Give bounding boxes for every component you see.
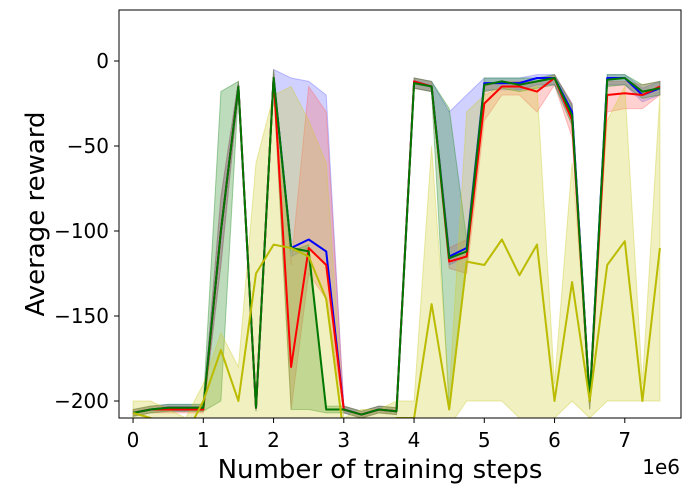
series-4-band [132,84,661,418]
plot-frame [118,9,682,419]
y-tick-label: −200 [54,389,109,413]
y-tick-label: −150 [54,304,109,328]
series-1-band [132,68,661,418]
series-lines [132,77,661,418]
series-4-line [132,238,661,418]
x-tick-label: 4 [408,428,421,452]
y-axis-label: Average reward [21,111,51,316]
x-tick-label: 1 [197,428,210,452]
x-tick-label: 7 [618,428,631,452]
y-tick-label: −50 [67,134,109,158]
y-tick-label: 0 [96,49,109,73]
x-tick-label: 0 [127,428,140,452]
x-axis-ticks: 0 1 2 3 4 5 6 7 [127,418,631,452]
x-tick-label: 3 [337,428,350,452]
x-axis-offset-label: 1e6 [642,455,680,479]
y-axis-ticks: 0 −50 −100 −150 −200 [54,49,119,413]
y-tick-label: −100 [54,219,109,243]
x-tick-label: 2 [267,428,280,452]
x-tick-label: 6 [548,428,561,452]
series-3-line [132,77,661,416]
x-axis-label: Number of training steps [218,455,543,485]
x-tick-label: 5 [478,428,491,452]
